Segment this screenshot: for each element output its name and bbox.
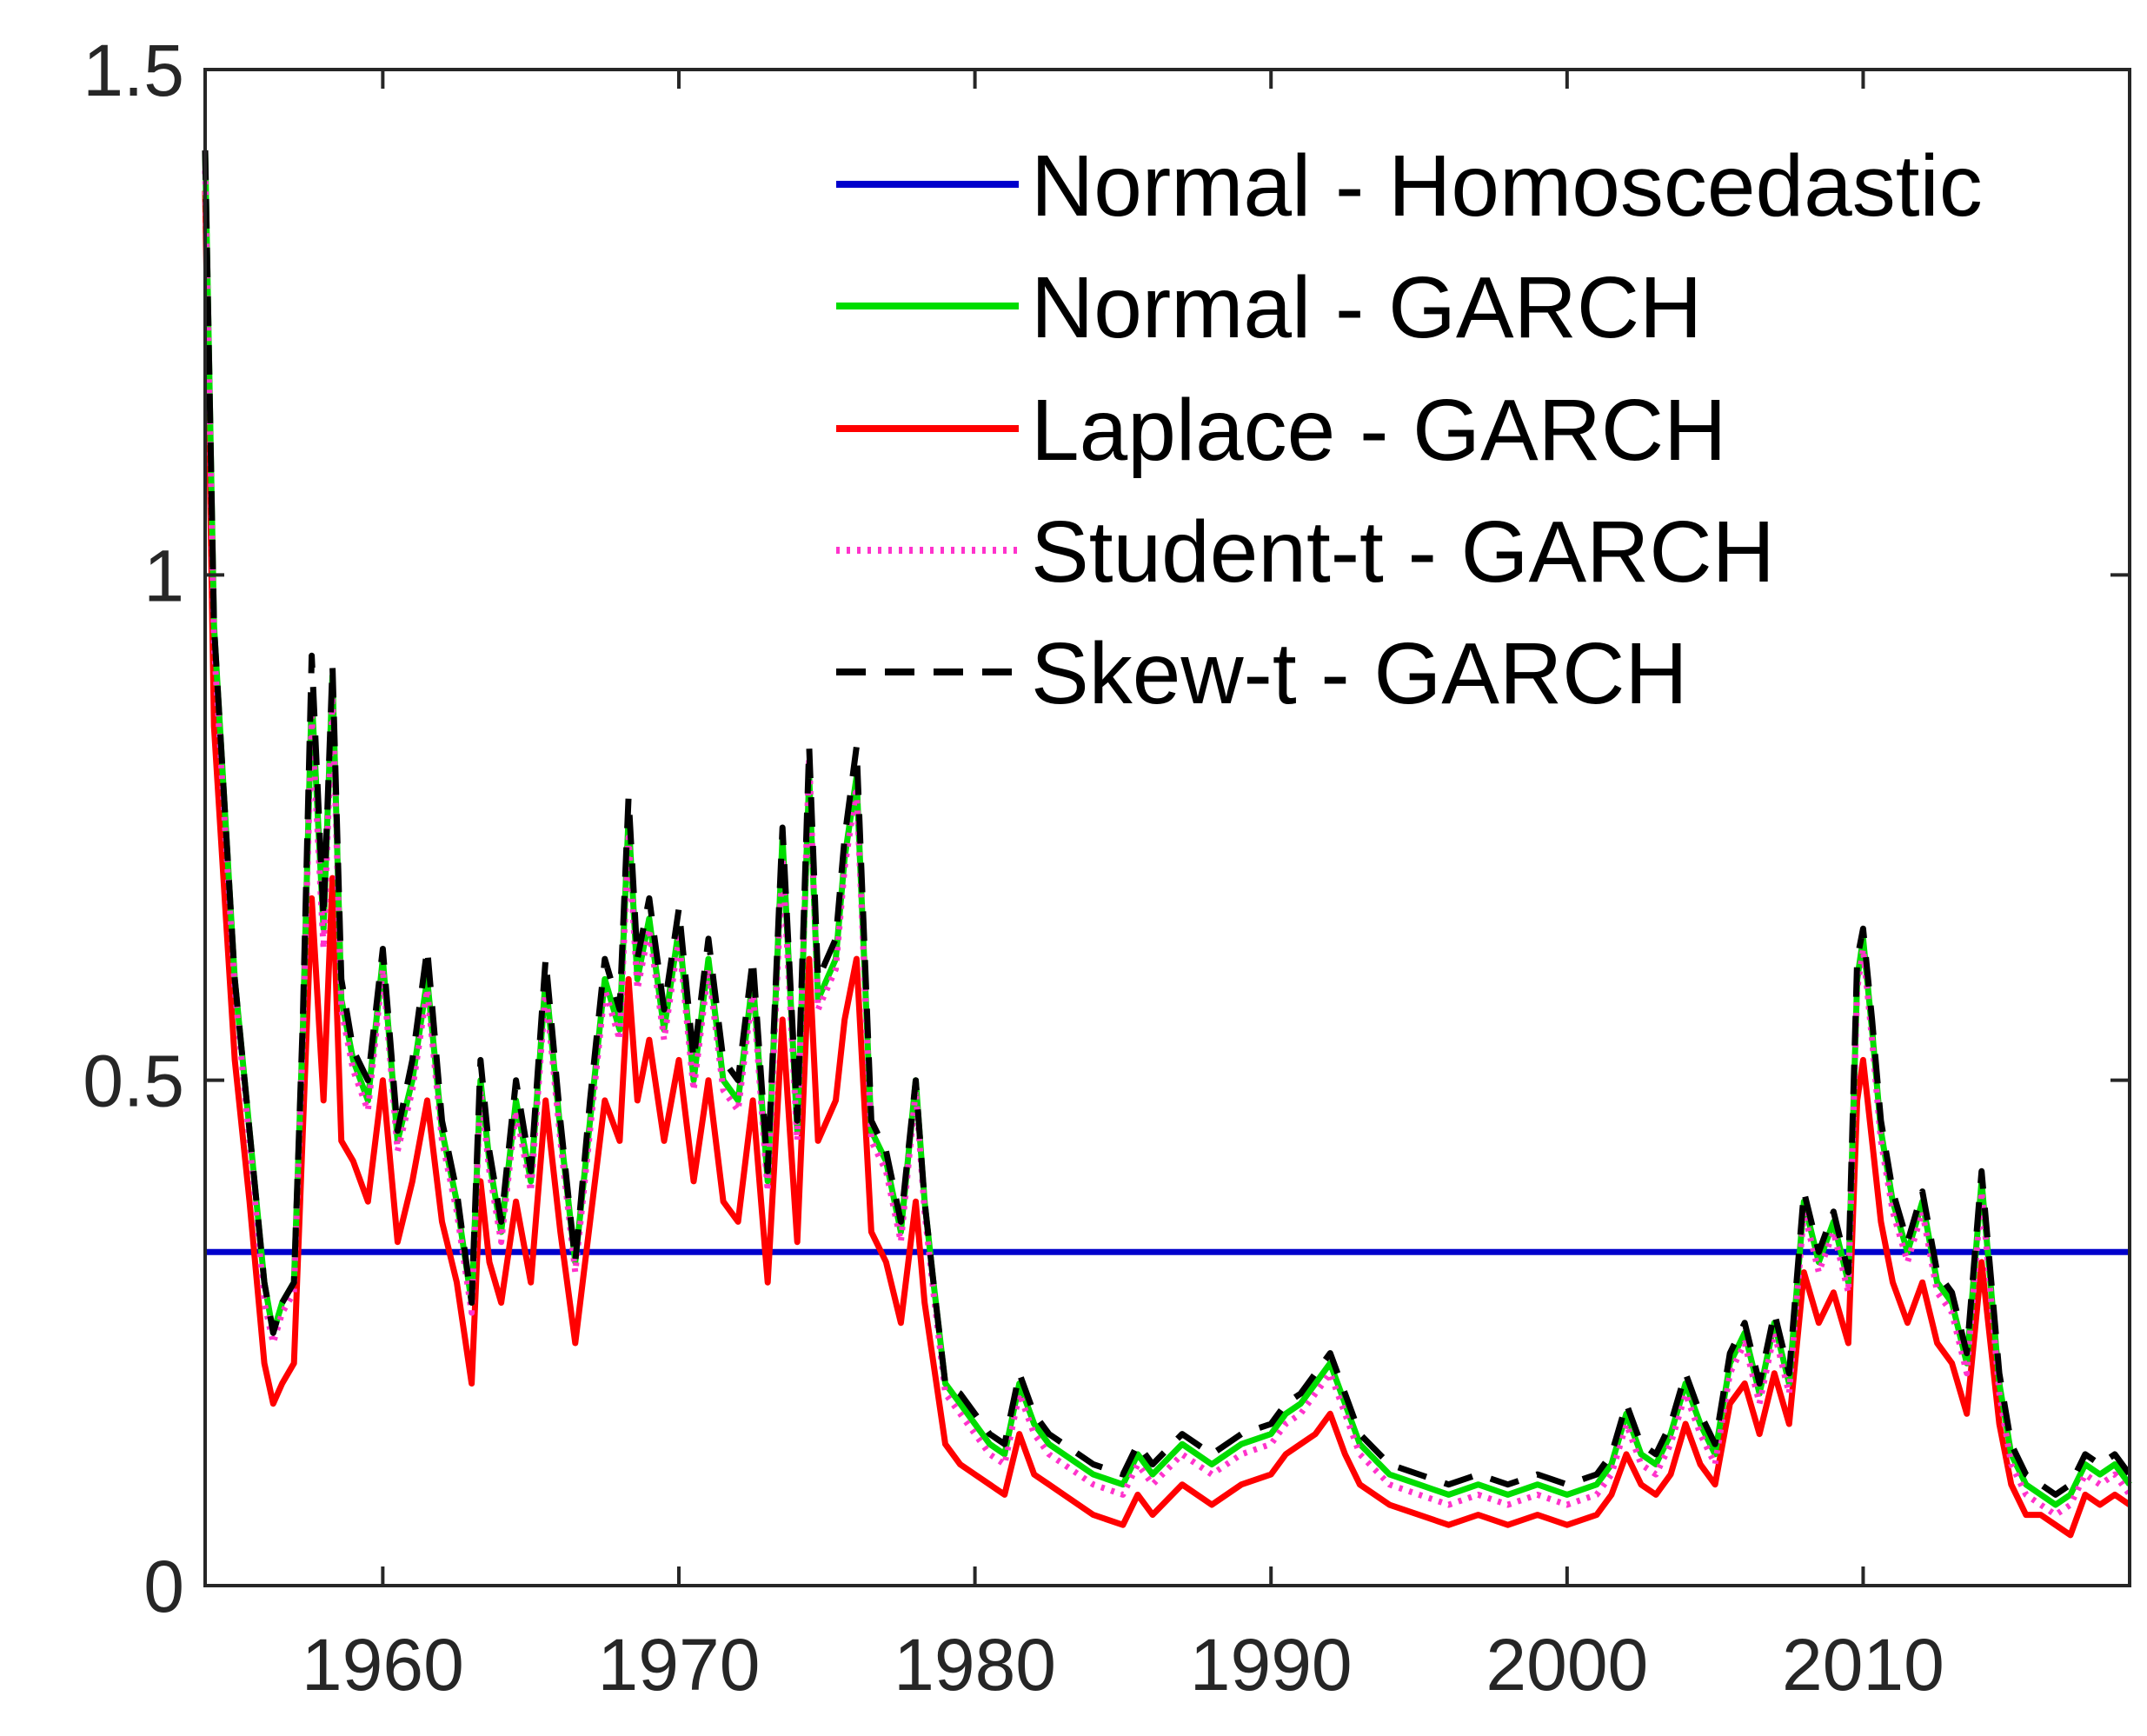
- tick-layer: 1960 1970 1980 1990 2000 2010 0 0.5 1 1.5: [83, 30, 2130, 1706]
- y-tick-label-1: 1: [143, 535, 184, 616]
- legend: Normal - Homoscedastic Normal - GARCH La…: [836, 137, 1983, 722]
- y-tick-label-0.5: 0.5: [83, 1041, 184, 1122]
- x-tick-label-2010: 2010: [1782, 1624, 1944, 1706]
- legend-label-laplace-garch: Laplace - GARCH: [1031, 382, 1726, 479]
- x-tick-label-2000: 2000: [1486, 1624, 1648, 1706]
- legend-label-student-t-garch: Student-t - GARCH: [1031, 503, 1775, 601]
- x-tick-label-1970: 1970: [598, 1624, 761, 1706]
- series-layer: [202, 150, 2132, 1539]
- plot-area-frame: [203, 68, 2131, 1587]
- legend-label-normal-garch: Normal - GARCH: [1031, 259, 1702, 356]
- series-line-skew-t-garch: [202, 150, 2132, 1498]
- y-tick-label-1.5: 1.5: [83, 30, 184, 111]
- legend-label-normal-homoscedastic: Normal - Homoscedastic: [1031, 137, 1983, 235]
- x-tick-label-1960: 1960: [302, 1624, 464, 1706]
- x-tick-label-1980: 1980: [894, 1624, 1056, 1706]
- legend-label-skew-t-garch: Skew-t - GARCH: [1031, 625, 1688, 722]
- x-tick-label-1990: 1990: [1190, 1624, 1353, 1706]
- y-tick-label-0: 0: [143, 1546, 184, 1627]
